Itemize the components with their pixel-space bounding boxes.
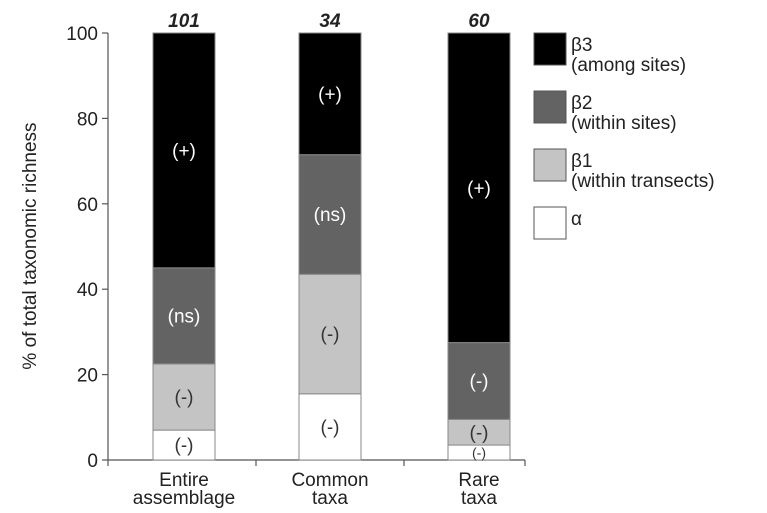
bar-segment-beta2 bbox=[447, 342, 511, 420]
legend-name: α bbox=[571, 209, 582, 230]
x-category-label: assemblage bbox=[133, 488, 235, 509]
segment-label: (-) bbox=[472, 444, 486, 460]
legend-name: β1 bbox=[571, 151, 593, 172]
segment-label: (ns) bbox=[314, 205, 347, 226]
segment-label: (+) bbox=[467, 178, 491, 199]
legend-item: β1(within transects) bbox=[533, 148, 715, 192]
legend: β3(among sites)β2(within sites)β1(within… bbox=[533, 32, 715, 240]
bar-segment-beta1 bbox=[152, 363, 216, 431]
segment-label: (-) bbox=[321, 325, 340, 346]
bar-segment-beta1 bbox=[447, 418, 511, 446]
x-category-label: Rare bbox=[458, 470, 499, 491]
y-tick-label: 20 bbox=[77, 366, 98, 387]
legend-swatch bbox=[533, 206, 567, 240]
stacked-bar: (-) (-) (ns) (+) 34 bbox=[298, 11, 362, 461]
legend-subtitle: (within transects) bbox=[571, 171, 715, 192]
bar-segment-beta3 bbox=[447, 32, 511, 344]
total-count-label: 34 bbox=[319, 11, 341, 32]
x-category-label: Common bbox=[291, 470, 368, 491]
legend-swatch bbox=[533, 90, 567, 124]
segment-label: (+) bbox=[318, 84, 342, 105]
segment-label: (ns) bbox=[168, 307, 201, 328]
stacked-bar: (-) (-) (ns) (+) 101 bbox=[152, 11, 216, 461]
total-count-label: 60 bbox=[468, 11, 490, 32]
total-count-label: 101 bbox=[168, 11, 200, 32]
y-tick-label: 0 bbox=[87, 451, 98, 472]
segment-label: (-) bbox=[321, 418, 340, 439]
bar-segment-alpha bbox=[152, 429, 216, 461]
stacked-bar: (-)(-)(-)(+)60 bbox=[447, 11, 511, 461]
bars: (-)(-)(ns)(+)101(-)(-)(ns)(+)34(-)(-)(-)… bbox=[152, 11, 511, 461]
legend-item: β2(within sites) bbox=[533, 90, 677, 134]
bar-segment-beta3 bbox=[152, 32, 216, 269]
legend-item: β3(among sites) bbox=[533, 32, 686, 76]
y-tick-label: 100 bbox=[66, 24, 98, 45]
segment-label: (+) bbox=[172, 141, 196, 162]
y-tick-label: 60 bbox=[77, 195, 98, 216]
x-category-label: taxa bbox=[312, 488, 348, 509]
legend-swatch bbox=[533, 148, 567, 182]
segment-label: (-) bbox=[470, 372, 489, 393]
segment-label: (-) bbox=[175, 388, 194, 409]
bar-segment-beta2 bbox=[152, 267, 216, 365]
legend-subtitle: (among sites) bbox=[571, 55, 686, 76]
segment-label: (-) bbox=[175, 436, 194, 457]
legend-item: α bbox=[533, 206, 582, 240]
bar-segment-beta3 bbox=[298, 32, 362, 156]
segment-label: (-) bbox=[470, 423, 489, 444]
legend-subtitle: (within sites) bbox=[571, 113, 677, 134]
legend-name: β2 bbox=[571, 93, 593, 114]
bar-segment-alpha bbox=[298, 393, 362, 461]
y-tick-label: 40 bbox=[77, 280, 98, 301]
y-axis-label: % of total taxonomic richness bbox=[20, 122, 41, 369]
y-axis: 0 20 40 60 80 100 bbox=[66, 24, 109, 472]
legend-name: β3 bbox=[571, 35, 593, 56]
y-tick-label: 80 bbox=[77, 109, 98, 130]
legend-swatch bbox=[533, 32, 567, 66]
x-category-label: taxa bbox=[461, 488, 497, 509]
bar-segment-beta1 bbox=[298, 273, 362, 395]
x-category-label: Entire bbox=[159, 470, 209, 491]
